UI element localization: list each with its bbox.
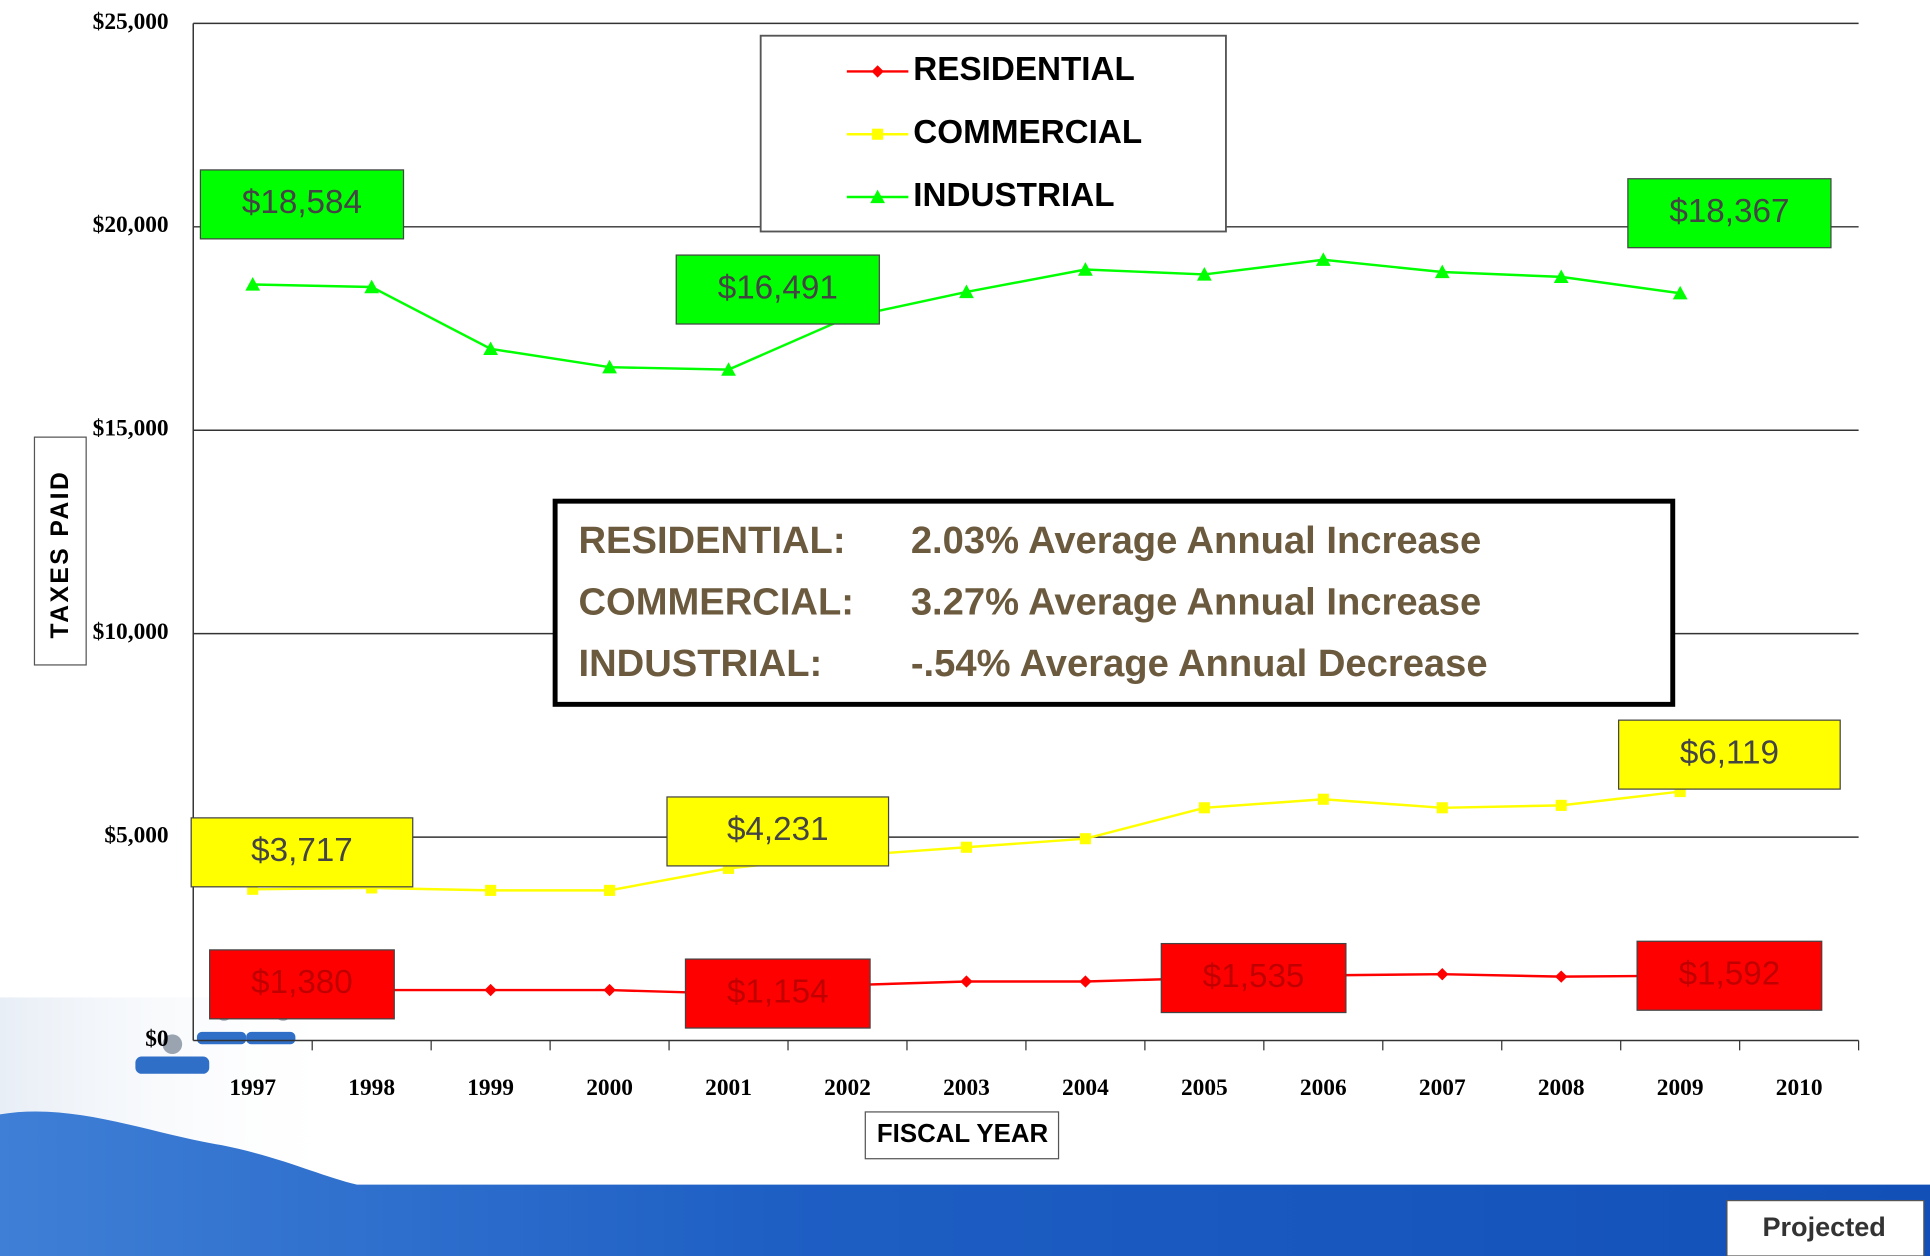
point [959,284,974,299]
series-line [252,790,1681,892]
point [485,884,497,896]
point [1315,252,1331,266]
point [247,883,259,895]
value-label: $3,717 [251,832,353,869]
point [364,279,380,294]
x-label-box [864,1111,1060,1160]
value-label-box [666,796,890,867]
point [1553,269,1569,284]
point [960,841,972,853]
value-label-box [1160,942,1347,1014]
value-label: $1,535 [1203,958,1305,995]
footer: Projected [1762,1211,1885,1242]
y-axis-label: TAXES PAID [47,470,74,639]
x-tick-label: 1999 [467,1075,514,1101]
point [483,341,499,356]
value-label-box [675,254,880,325]
point [1674,786,1686,798]
legend-label: COMMERCIAL [913,114,1142,151]
y-tick-label: $5,000 [104,822,168,848]
value-label-box [199,169,405,240]
value-label: $6,119 [1680,734,1779,771]
value-label-box [190,817,414,888]
point [1198,802,1210,814]
y-tick-label: $25,000 [93,9,169,35]
x-axis-label: FISCAL YEAR [877,1120,1049,1148]
series-line [252,258,1681,371]
annotation-label: COMMERCIAL: [579,581,854,624]
legend-marker [872,128,884,140]
annotation-text: 2.03% Average Annual Increase [911,519,1481,562]
point [1672,285,1688,300]
x-tick-label: 2010 [1776,1075,1823,1101]
point [1436,968,1449,981]
value-label: $18,367 [1669,193,1789,230]
point [604,884,616,896]
point [245,277,261,291]
point [1196,267,1212,281]
x-tick-label: 2008 [1538,1075,1585,1101]
y-tick-label: $10,000 [93,619,169,645]
x-tick-label: 2007 [1419,1075,1466,1101]
legend-label: INDUSTRIAL [913,177,1114,214]
value-label: $4,231 [727,811,829,848]
annotation-label: INDUSTRIAL: [579,642,823,685]
point [1079,833,1091,845]
x-tick-label: 2006 [1300,1075,1347,1101]
annotation-label: RESIDENTIAL: [579,519,846,562]
y-tick-label: $0 [145,1026,168,1052]
point [1434,264,1450,279]
value-label-box [209,949,395,1020]
legend-marker [871,65,884,78]
point [1555,799,1567,811]
x-tick-label: 2001 [705,1075,752,1101]
footer-box [1726,1199,1925,1256]
point [1079,975,1092,988]
point [721,362,736,376]
point [484,983,497,997]
annotation-box [552,498,1676,707]
decor-wave [0,1111,1930,1256]
point [602,359,617,374]
point [603,983,616,997]
value-label-box [684,958,871,1029]
y-tick-label: $15,000 [93,416,169,442]
x-tick-label: 2009 [1657,1075,1704,1101]
x-tick-label: 1998 [348,1075,395,1101]
y-tick-label: $20,000 [93,212,169,238]
value-label: $1,154 [727,973,829,1010]
value-label: $1,592 [1679,956,1781,993]
point [1078,262,1093,276]
point [723,862,735,874]
legend-marker [870,189,885,204]
point [366,882,378,894]
x-tick-label: 2003 [943,1075,990,1101]
x-tick-label: 2004 [1062,1075,1109,1101]
legend-label: RESIDENTIAL [913,51,1135,88]
legend-box [759,34,1227,233]
annotation-text: -.54% Average Annual Decrease [911,642,1488,685]
x-tick-label: 2005 [1181,1075,1228,1101]
point [1436,802,1448,814]
y-label-box [33,436,87,666]
x-tick-label: 2002 [824,1075,871,1101]
value-label: $18,584 [242,184,362,221]
x-tick-label: 1997 [229,1075,276,1101]
point [1555,970,1568,983]
value-label-box [1618,719,1841,790]
value-label: $1,380 [251,964,353,1001]
point [1317,793,1329,805]
x-tick-label: 2000 [586,1075,633,1101]
value-label-box [1636,940,1823,1011]
annotation-text: 3.27% Average Annual Increase [911,581,1481,624]
point [960,975,973,988]
value-label: $16,491 [718,269,838,306]
value-label-box [1627,178,1832,249]
